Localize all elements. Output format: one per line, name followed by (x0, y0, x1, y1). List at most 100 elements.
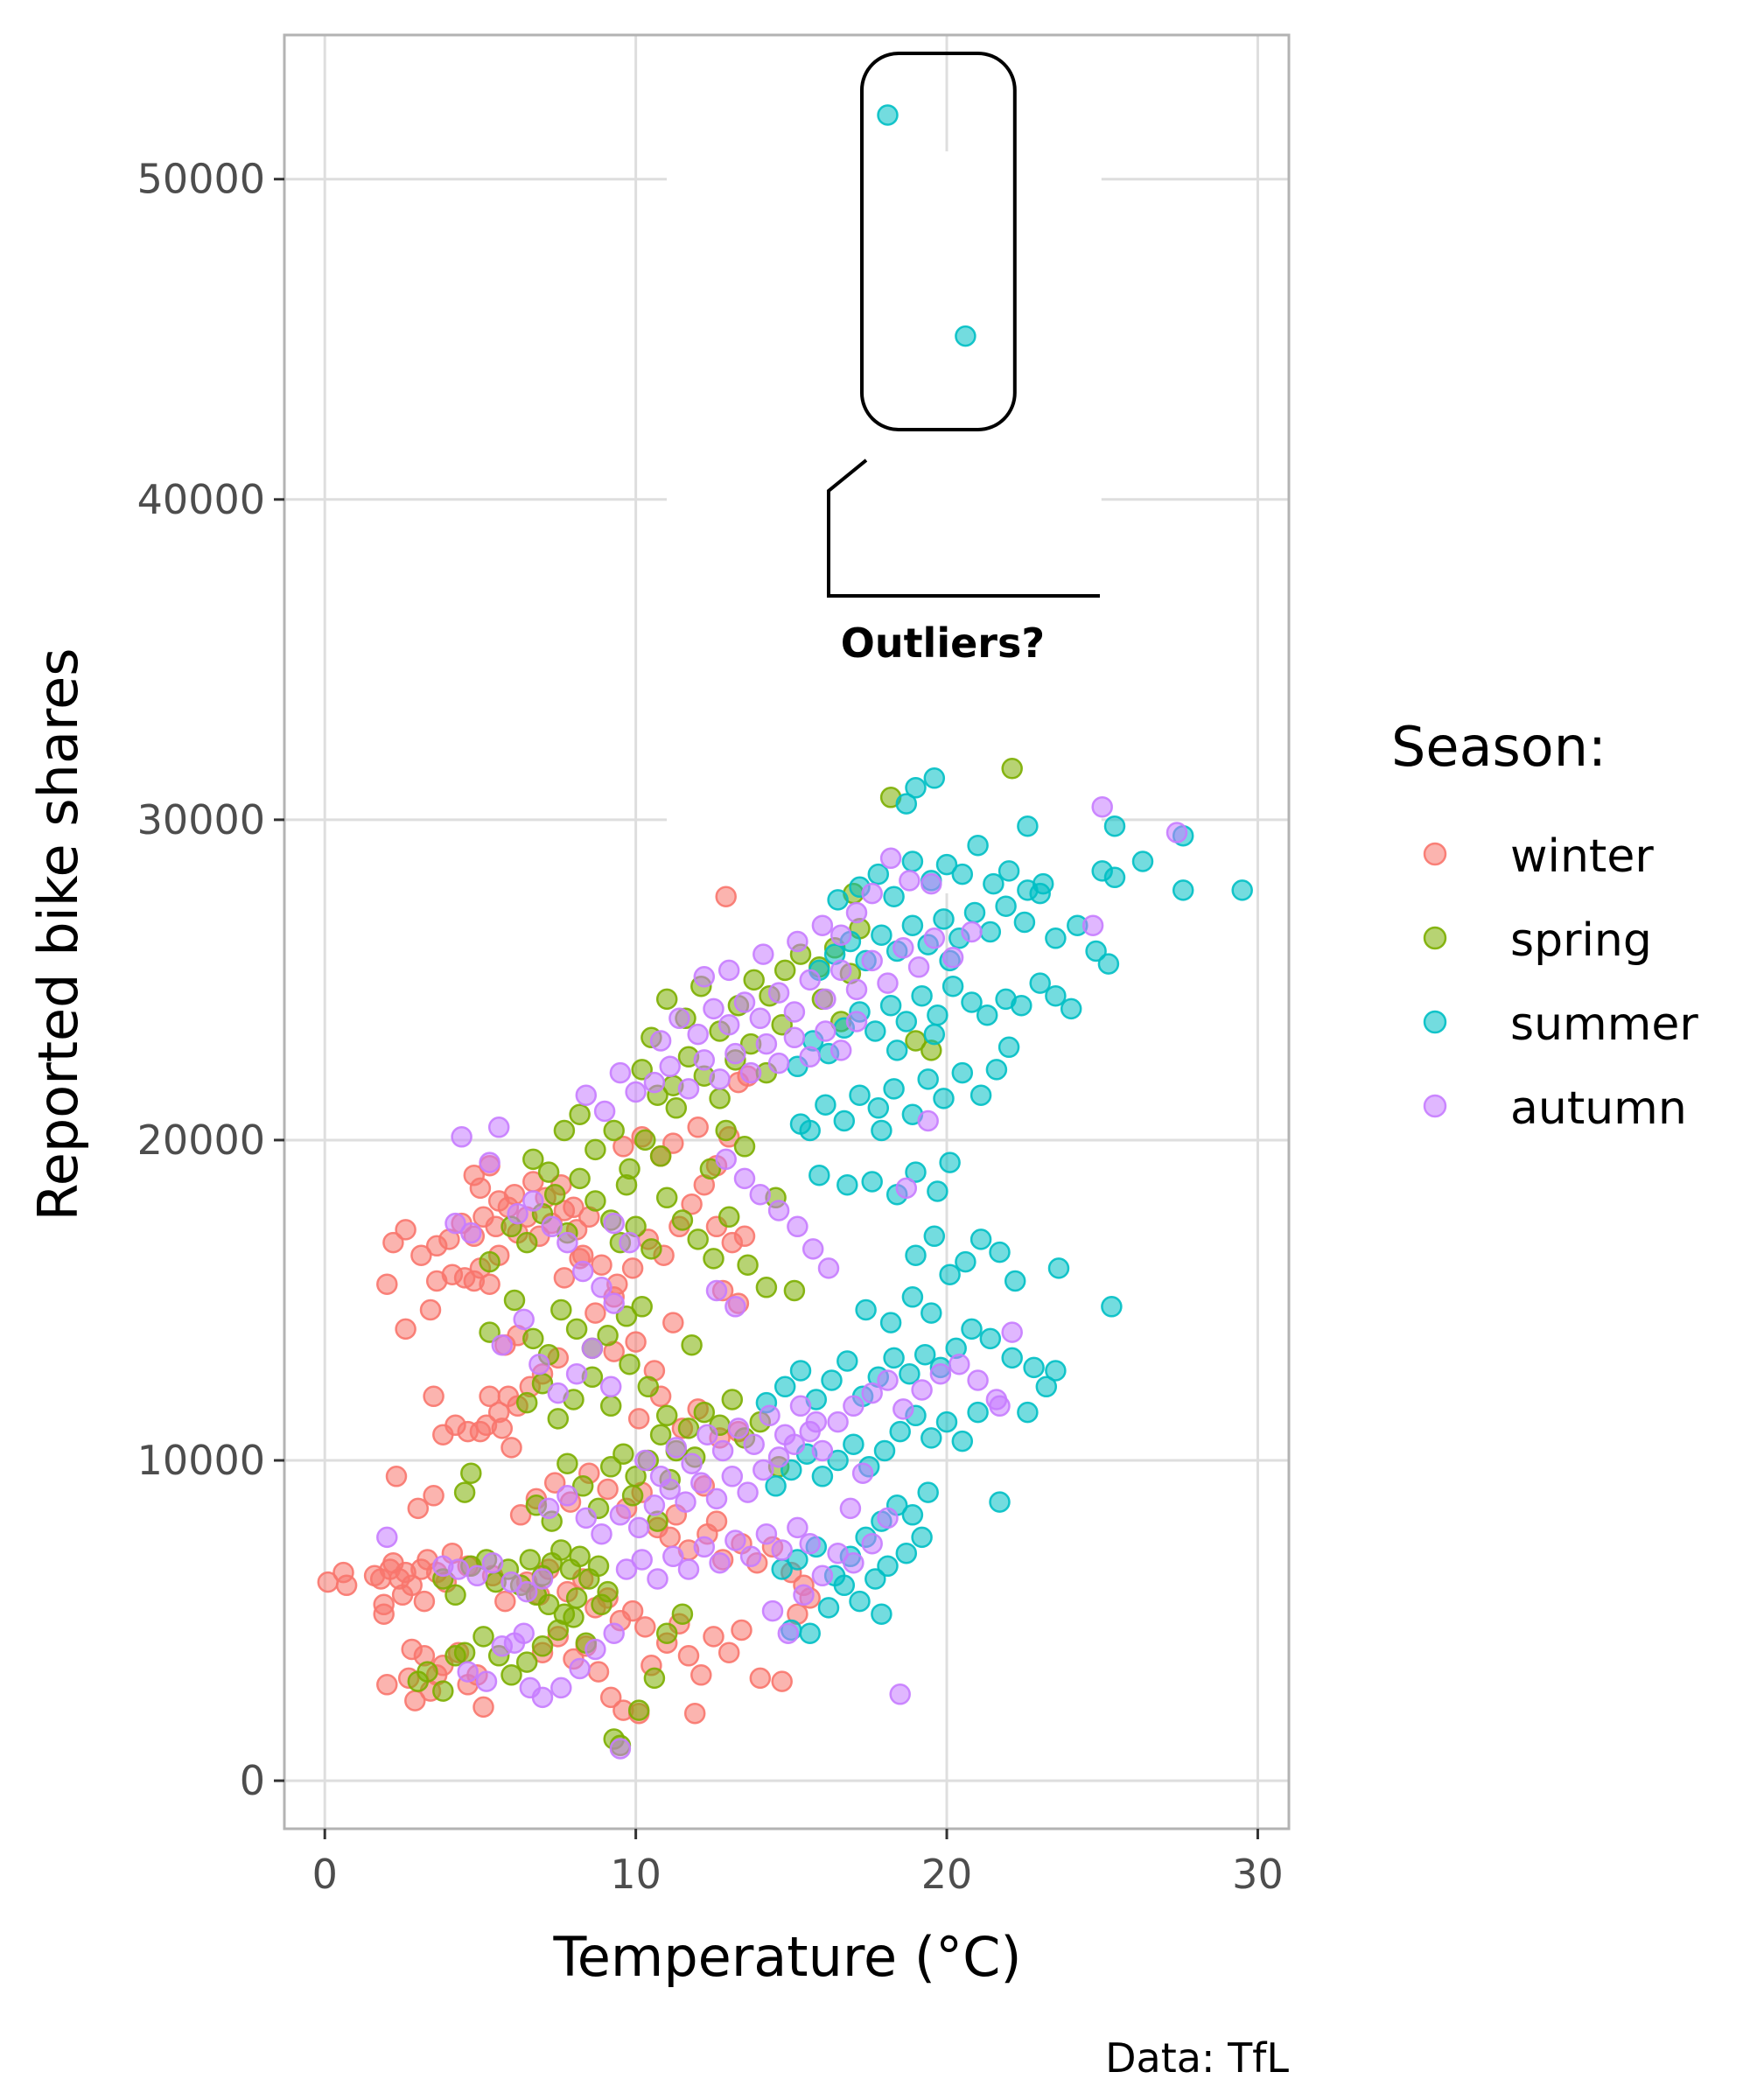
point-winter (715, 886, 737, 907)
point-summer (911, 984, 933, 1007)
legend-label-summer: summer (1510, 998, 1698, 1051)
point-autumn (665, 1437, 688, 1459)
point-autumn (531, 1568, 554, 1590)
point-spring (715, 1119, 737, 1142)
point-summer (955, 1250, 976, 1273)
point-spring (1001, 758, 1023, 780)
point-winter (563, 1196, 584, 1219)
point-spring (584, 1138, 606, 1161)
point-spring (634, 1129, 656, 1152)
point-summer (879, 1312, 902, 1334)
point-summer (1045, 984, 1067, 1007)
point-spring (547, 1408, 570, 1430)
point-autumn (861, 1382, 883, 1404)
point-autumn (687, 1023, 709, 1046)
point-winter (413, 1590, 436, 1613)
point-autumn (845, 901, 868, 924)
point-summer (985, 1059, 1008, 1081)
point-summer (883, 886, 905, 907)
point-spring (615, 1306, 638, 1327)
point-autumn (668, 1007, 690, 1030)
point-winter (479, 1273, 500, 1295)
point-winter (612, 1136, 634, 1158)
point-summer (895, 793, 918, 815)
point-autumn (571, 1260, 594, 1283)
point-summer (923, 767, 946, 789)
point-spring (649, 1145, 672, 1167)
point-autumn (693, 1049, 716, 1071)
point-summer (905, 777, 927, 799)
point-summer (821, 1369, 843, 1391)
point-autumn (767, 1200, 790, 1222)
point-summer (970, 1084, 992, 1106)
point-winter (621, 1600, 644, 1622)
y-axis-ticks: 0 10000 20000 30000 40000 50000 (137, 156, 284, 1804)
point-summer (933, 1088, 955, 1110)
point-spring (432, 1680, 454, 1702)
point-autumn (681, 1452, 703, 1474)
point-autumn (942, 947, 964, 969)
point-summer (1029, 972, 1051, 994)
point-autumn (721, 1466, 744, 1488)
point-autumn (815, 988, 836, 1011)
point-summer (1004, 1270, 1026, 1292)
point-winter (599, 1686, 622, 1709)
point-autumn (649, 1466, 672, 1488)
point-autumn (507, 1202, 528, 1225)
point-autumn (1082, 914, 1104, 936)
point-autumn (609, 1738, 632, 1760)
outlier-highlight-box (859, 51, 1017, 431)
point-spring (640, 1238, 662, 1260)
point-autumn (737, 1481, 759, 1503)
point-autumn (659, 1055, 681, 1078)
point-autumn (647, 1568, 668, 1590)
point-spring (718, 1206, 740, 1228)
point-autumn (491, 1334, 514, 1356)
point-summer (901, 850, 924, 872)
point-winter (395, 1219, 416, 1241)
point-summer (1001, 1347, 1023, 1369)
point-autumn (703, 998, 724, 1020)
point-autumn (733, 1167, 756, 1190)
point-summer (1103, 815, 1126, 837)
point-summer (923, 1023, 946, 1046)
point-autumn (802, 1238, 824, 1260)
point-autumn (830, 959, 852, 982)
point-autumn (843, 1551, 864, 1574)
point-spring (503, 1289, 526, 1312)
point-summer (1013, 911, 1036, 934)
point-autumn (627, 1516, 650, 1539)
point-autumn (787, 930, 808, 953)
point-spring (743, 969, 765, 991)
point-summer (961, 1318, 983, 1340)
point-autumn (677, 1078, 700, 1100)
point-autumn (920, 872, 942, 895)
point-spring (627, 1699, 650, 1721)
point-autumn (743, 1433, 765, 1455)
point-winter (771, 1670, 793, 1692)
point-autumn (675, 1491, 696, 1513)
y-tick-label: 40000 (137, 476, 265, 523)
point-autumn (541, 1215, 563, 1238)
point-summer (873, 1439, 896, 1462)
point-autumn (487, 1116, 510, 1138)
point-autumn (718, 959, 740, 982)
point-autumn (771, 1539, 793, 1561)
point-winter (659, 1526, 681, 1549)
point-autumn (634, 1449, 656, 1472)
point-autumn (631, 1549, 653, 1571)
point-autumn (839, 1497, 862, 1520)
point-autumn (827, 1410, 849, 1433)
point-summer (961, 991, 983, 1013)
point-autumn (537, 1497, 560, 1520)
point-autumn (789, 1395, 812, 1418)
point-autumn (547, 1382, 570, 1404)
point-autumn (843, 1395, 864, 1418)
point-autumn (519, 1676, 542, 1699)
point-summer (1045, 928, 1067, 949)
point-summer (879, 994, 902, 1017)
point-autumn (877, 1507, 899, 1530)
caption: Data: TfL (1105, 2034, 1289, 2082)
point-autumn (749, 1007, 772, 1030)
point-autumn (861, 949, 883, 972)
